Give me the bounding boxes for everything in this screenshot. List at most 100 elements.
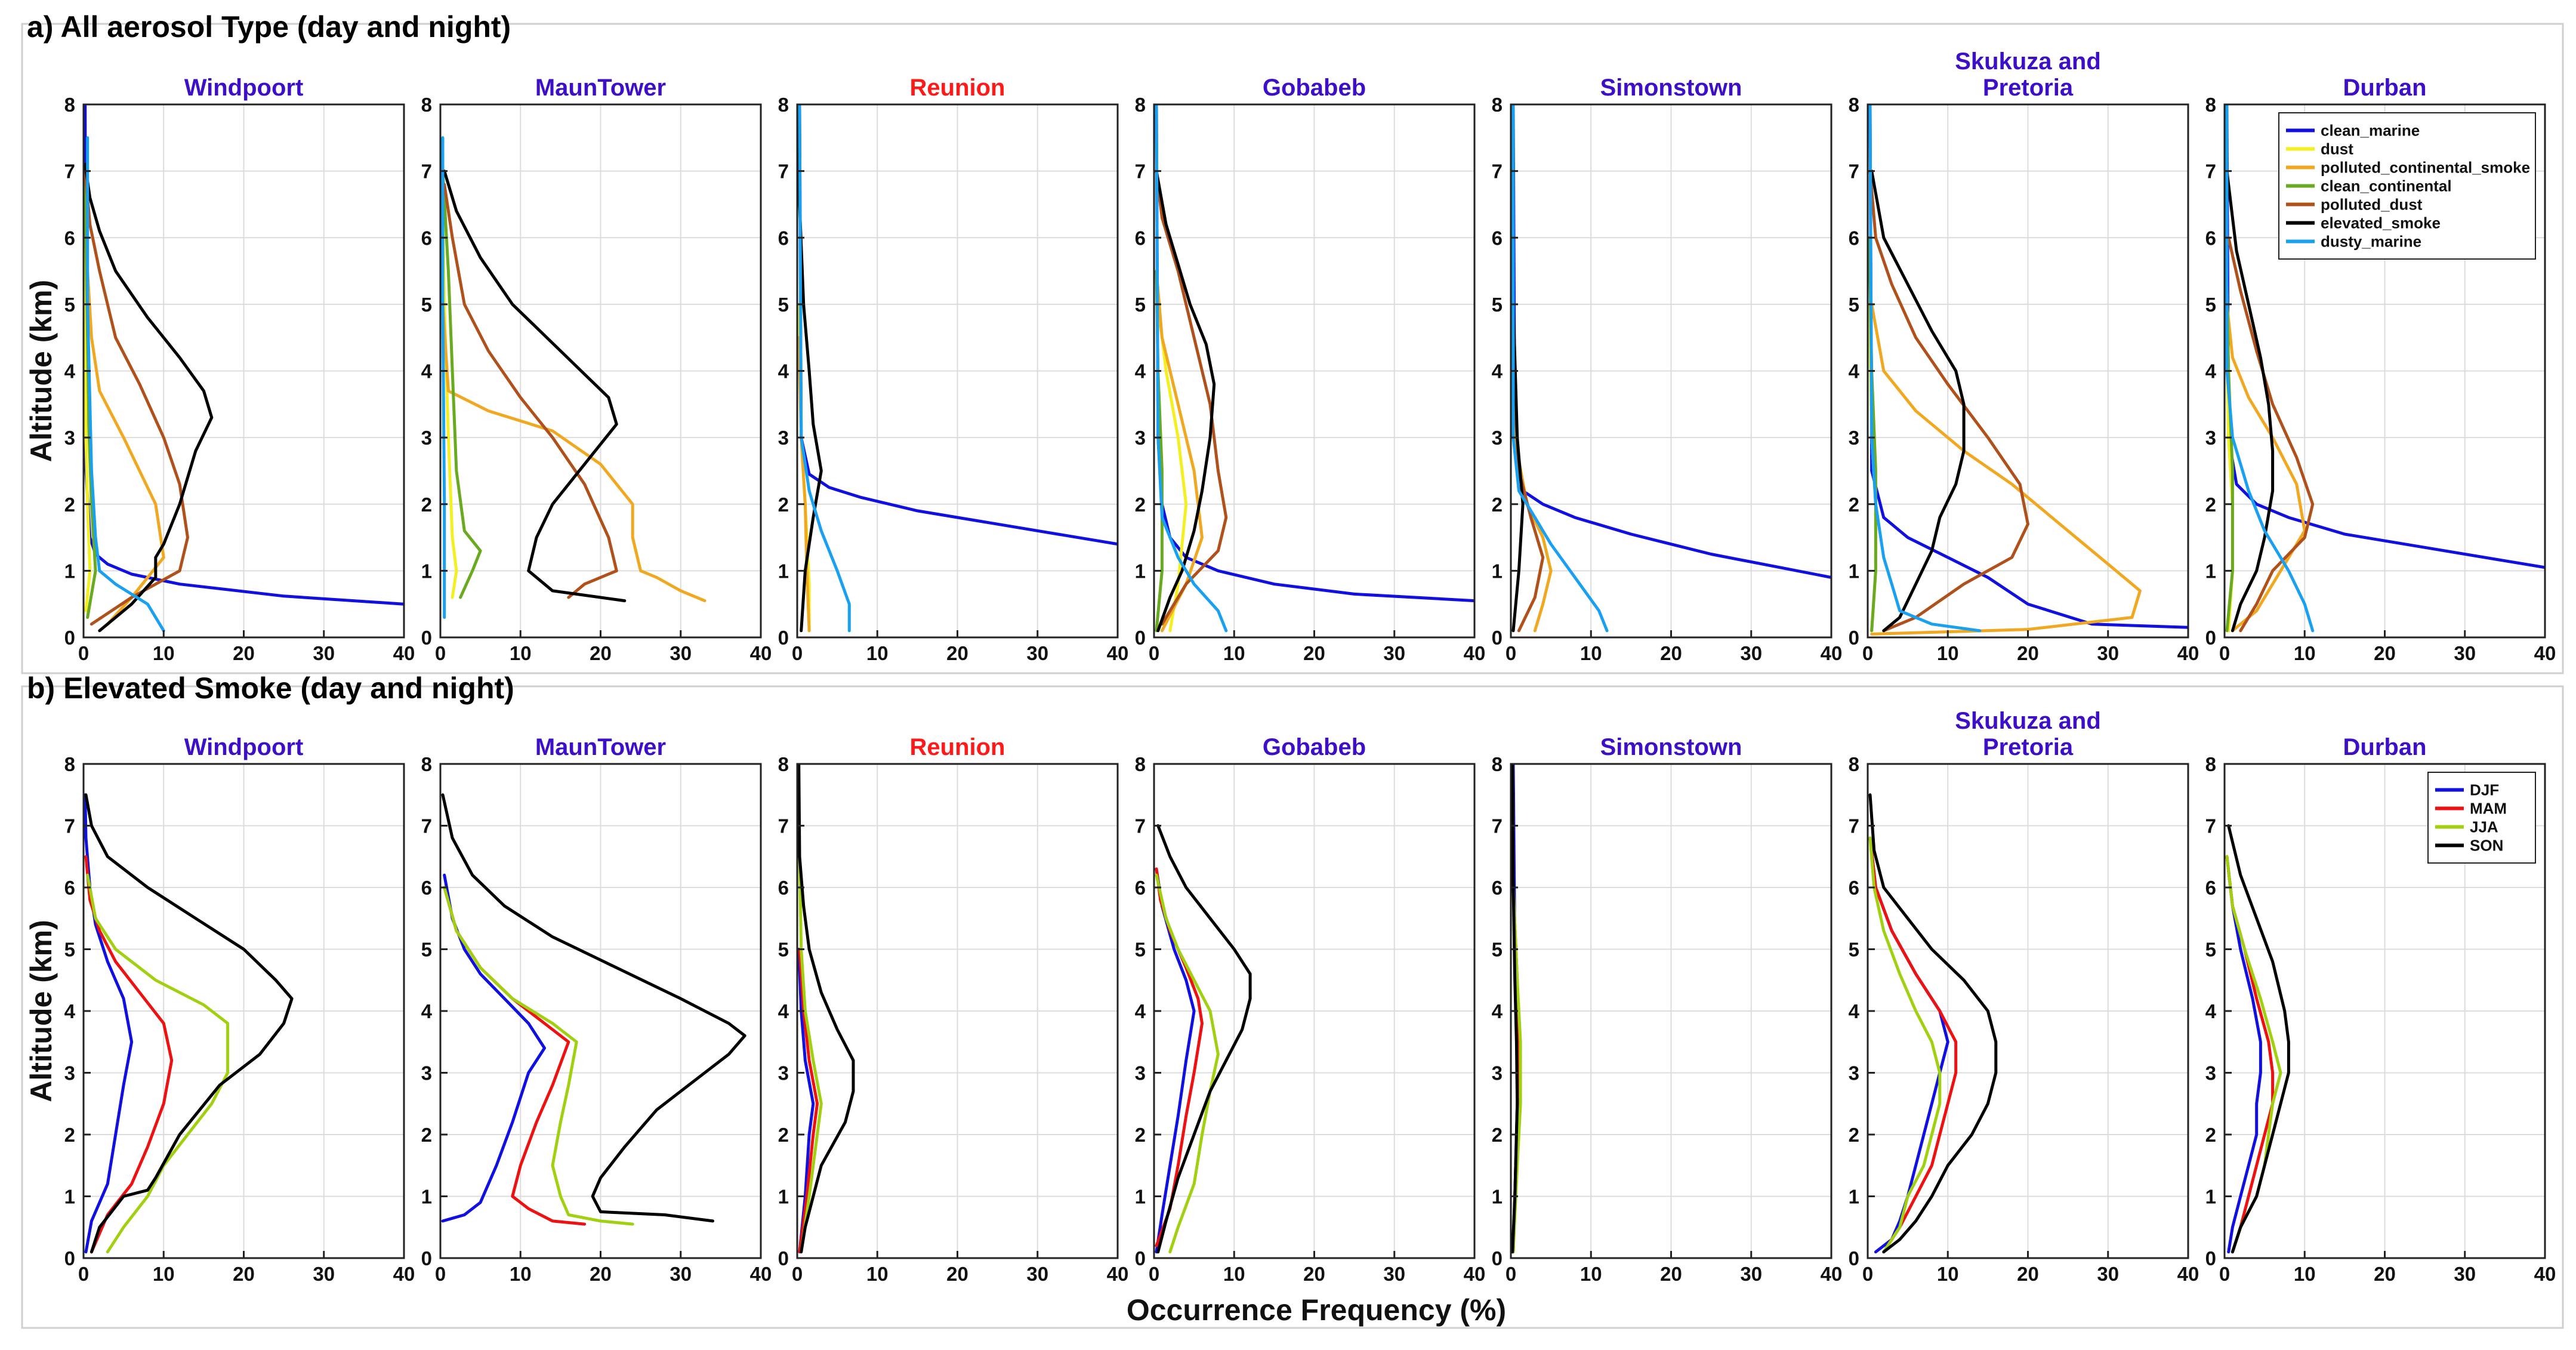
panel-title: Reunion (910, 75, 1005, 101)
y-tick-label: 2 (2205, 494, 2216, 516)
x-tick-label: 40 (750, 1263, 772, 1285)
x-tick-label: 10 (1580, 1263, 1602, 1285)
series-line-SON (797, 764, 855, 1254)
x-tick-label: 0 (2219, 642, 2230, 664)
y-tick-label: 0 (1849, 1247, 1859, 1269)
y-tick-label: 3 (1849, 427, 1859, 449)
x-tick-label: 20 (1303, 1263, 1325, 1285)
x-tick-label: 10 (2294, 642, 2316, 664)
y-tick-label: 8 (2205, 753, 2216, 775)
x-tick-label: 20 (1660, 1263, 1682, 1285)
x-tick-label: 20 (946, 642, 968, 664)
y-tick-label: 6 (421, 227, 432, 249)
panel-reunion: 0 10 20 30 40 0 1 2 3 4 5 6 7 8 Reunion (778, 75, 1129, 664)
row-row_a: a) All aerosol Type (day and night)0 10 20… (24, 10, 2556, 664)
x-tick-label: 40 (393, 1263, 415, 1285)
y-tick-label: 4 (1492, 1000, 1503, 1022)
legend-label: clean_marine (2321, 122, 2420, 140)
panel-title: Windpoort (184, 75, 304, 101)
panel-mauntower: 0 10 20 30 40 0 1 2 3 4 5 6 7 8 MaunTower (421, 75, 772, 664)
x-tick-label: 0 (435, 1263, 446, 1285)
x-tick-label: 10 (866, 1263, 889, 1285)
series-line-clean_continental (441, 169, 482, 599)
y-tick-label: 1 (1135, 1186, 1146, 1208)
series-line-elevated_smoke (1511, 303, 1525, 633)
y-tick-label: 8 (421, 94, 432, 116)
y-tick-label: 0 (778, 1247, 789, 1269)
y-tick-label: 6 (778, 227, 789, 249)
series-line-elevated_smoke (443, 169, 627, 603)
y-tick-label: 8 (64, 753, 75, 775)
y-tick-label: 5 (778, 939, 789, 961)
x-tick-label: 0 (2219, 1263, 2230, 1285)
series-line-polluted_dust (84, 169, 189, 626)
x-tick-label: 20 (590, 1263, 612, 1285)
x-tick-label: 0 (1506, 642, 1516, 664)
x-tick-label: 10 (153, 642, 175, 664)
panel-simonstown: 0 10 20 30 40 0 1 2 3 4 5 6 7 8 Simonstown (1492, 734, 1843, 1285)
y-tick-label: 1 (778, 560, 789, 582)
x-tick-label: 30 (1740, 642, 1762, 664)
y-tick-label: 1 (1135, 560, 1146, 582)
series-line-JJA (1868, 836, 1942, 1254)
y-tick-label: 3 (421, 427, 432, 449)
legend-label: dusty_marine (2321, 233, 2421, 251)
legend-label: polluted_dust (2321, 196, 2423, 214)
panel-title: Pretoria (1983, 734, 2074, 760)
x-tick-label: 40 (2534, 1263, 2556, 1285)
row-b-frame (21, 685, 2564, 1329)
x-tick-label: 20 (2374, 642, 2396, 664)
y-tick-label: 8 (1849, 753, 1859, 775)
y-tick-label: 7 (1492, 815, 1503, 837)
x-tick-label: 30 (1740, 1263, 1762, 1285)
row-a-frame (21, 23, 2564, 674)
y-tick-label: 7 (778, 161, 789, 183)
x-tick-label: 40 (1107, 642, 1129, 664)
y-tick-label: 2 (64, 1124, 75, 1146)
x-tick-label: 30 (2454, 1263, 2476, 1285)
x-tick-label: 40 (2534, 642, 2556, 664)
x-tick-label: 20 (1660, 642, 1682, 664)
series-line-dust (1156, 303, 1188, 633)
x-tick-label: 40 (1821, 642, 1843, 664)
y-tick-label: 6 (1849, 227, 1859, 249)
series-line-polluted_continental_smoke (2225, 303, 2306, 633)
y-tick-label: 1 (1492, 560, 1503, 582)
y-tick-label: 0 (2205, 1247, 2216, 1269)
y-tick-label: 8 (778, 753, 789, 775)
y-tick-label: 5 (2205, 294, 2216, 316)
y-tick-label: 6 (1492, 877, 1503, 899)
y-tick-label: 1 (2205, 1186, 2216, 1208)
legend-label: elevated_smoke (2321, 214, 2441, 232)
y-tick-label: 8 (421, 753, 432, 775)
y-tick-label: 7 (778, 815, 789, 837)
series-line-polluted_dust (2227, 236, 2315, 633)
x-tick-label: 40 (1821, 1263, 1843, 1285)
y-tick-label: 7 (1492, 161, 1503, 183)
y-tick-label: 6 (2205, 227, 2216, 249)
y-tick-label: 4 (1849, 360, 1860, 383)
series-line-dusty_marine (441, 136, 446, 619)
x-tick-label: 20 (2017, 642, 2039, 664)
panel-durban: 0 10 20 30 40 0 1 2 3 4 5 6 7 8 Durban clean_marinedust… (2205, 75, 2556, 664)
y-tick-label: 5 (64, 939, 75, 961)
panel-windpoort: 0 10 20 30 40 0 1 2 3 4 5 6 7 8 Windpoort (64, 75, 415, 664)
series-line-elevated_smoke (1155, 169, 1216, 633)
x-tick-label: 30 (1026, 1263, 1048, 1285)
x-tick-label: 40 (1464, 642, 1486, 664)
y-tick-label: 3 (64, 1062, 75, 1084)
x-tick-label: 10 (1223, 642, 1245, 664)
row-title: b) Elevated Smoke (day and night) (27, 671, 514, 705)
y-tick-label: 5 (1135, 294, 1146, 316)
y-tick-label: 6 (1135, 227, 1146, 249)
y-tick-label: 3 (2205, 427, 2216, 449)
legend-label: JJA (2470, 818, 2498, 836)
y-tick-label: 7 (1849, 161, 1859, 183)
y-tick-label: 2 (1492, 494, 1503, 516)
x-tick-label: 20 (1303, 642, 1325, 664)
legend-box (2427, 772, 2536, 864)
y-tick-label: 7 (1849, 815, 1859, 837)
series-line-DJF (441, 873, 546, 1223)
